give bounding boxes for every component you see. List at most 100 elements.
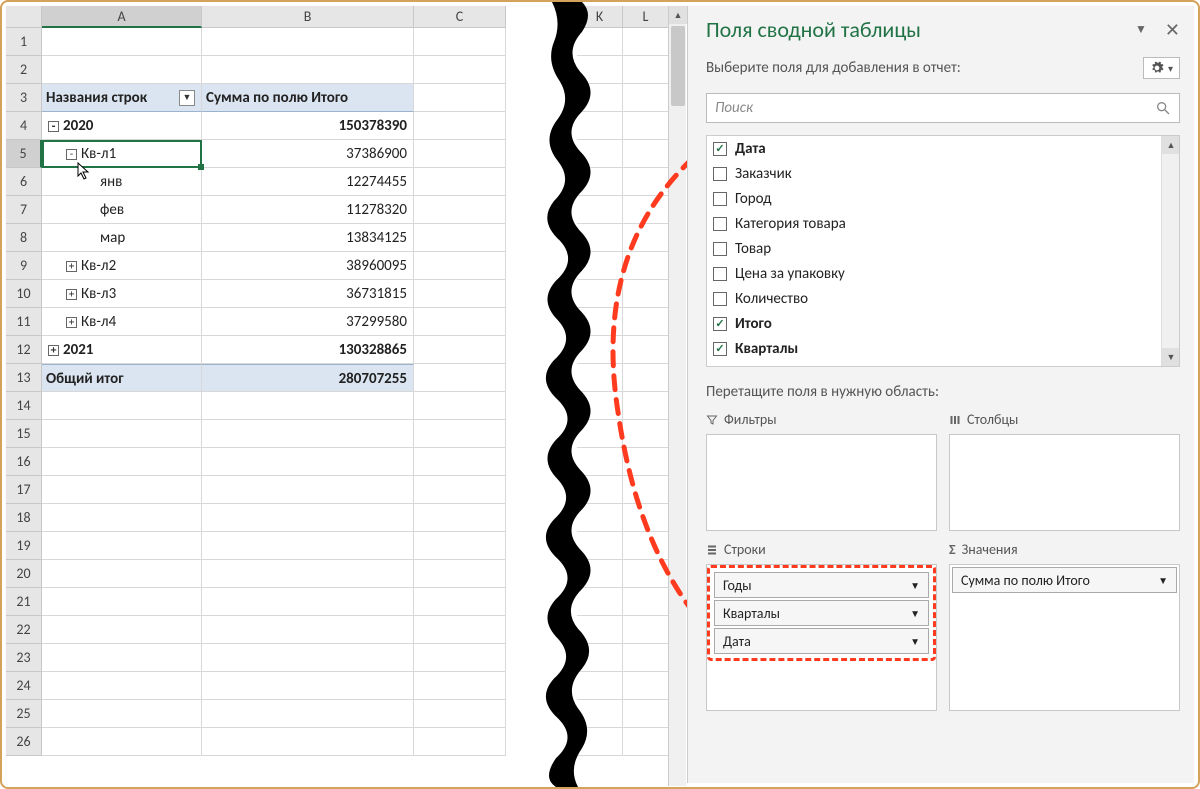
cell[interactable] (202, 392, 414, 420)
cell[interactable] (623, 112, 669, 140)
cell[interactable] (414, 224, 506, 252)
select-all-corner[interactable] (6, 6, 42, 28)
cell[interactable] (577, 560, 623, 588)
cell[interactable]: 280707255 (202, 364, 414, 392)
row-header[interactable]: 4 (6, 112, 42, 140)
row-header[interactable]: 16 (6, 448, 42, 476)
row-header[interactable]: 23 (6, 644, 42, 672)
cell[interactable] (202, 672, 414, 700)
layout-options-button[interactable]: ▾ (1143, 57, 1180, 79)
cell[interactable] (623, 672, 669, 700)
row-header[interactable]: 14 (6, 392, 42, 420)
cell[interactable] (202, 644, 414, 672)
cell[interactable]: 37386900 (202, 140, 414, 168)
cell[interactable] (414, 252, 506, 280)
cell[interactable] (202, 616, 414, 644)
cell[interactable] (42, 392, 202, 420)
cell[interactable] (202, 504, 414, 532)
zone-pill[interactable]: Кварталы▼ (714, 600, 929, 626)
cell[interactable] (414, 672, 506, 700)
cell[interactable]: 130328865 (202, 336, 414, 364)
cell[interactable] (623, 644, 669, 672)
zone-columns[interactable]: Столбцы (949, 411, 1180, 531)
row-header[interactable]: 21 (6, 588, 42, 616)
cell[interactable] (414, 308, 506, 336)
cell[interactable] (577, 392, 623, 420)
field-list-item[interactable]: Категория товара (707, 211, 1179, 236)
cell[interactable] (202, 532, 414, 560)
cell[interactable] (577, 672, 623, 700)
cell[interactable] (414, 616, 506, 644)
row-header[interactable]: 1 (6, 28, 42, 56)
expand-icon[interactable]: + (66, 317, 77, 328)
cell[interactable] (202, 560, 414, 588)
cell[interactable] (577, 224, 623, 252)
cell[interactable] (42, 588, 202, 616)
cell[interactable] (414, 196, 506, 224)
cell[interactable]: +Кв-л2 (42, 252, 202, 280)
cell[interactable] (202, 448, 414, 476)
field-checkbox[interactable]: ✓ (713, 317, 727, 331)
cell[interactable] (414, 560, 506, 588)
row-header[interactable]: 9 (6, 252, 42, 280)
cell[interactable] (414, 476, 506, 504)
cell[interactable] (623, 364, 669, 392)
row-header[interactable]: 12 (6, 336, 42, 364)
cell[interactable] (577, 700, 623, 728)
cell[interactable] (42, 616, 202, 644)
cell[interactable] (414, 504, 506, 532)
cell[interactable] (414, 532, 506, 560)
worksheet-grid[interactable]: A B C 123Названия строк▼Сумма по полю Ит… (6, 6, 566, 787)
row-header[interactable]: 2 (6, 56, 42, 84)
cell[interactable] (577, 728, 623, 756)
cell[interactable]: фев (42, 196, 202, 224)
cell[interactable] (623, 560, 669, 588)
cell[interactable] (202, 476, 414, 504)
cell[interactable] (414, 168, 506, 196)
cell[interactable]: Общий итог (42, 364, 202, 392)
field-checkbox[interactable] (713, 292, 727, 306)
cell[interactable] (42, 532, 202, 560)
chevron-down-icon[interactable]: ▼ (910, 607, 920, 620)
field-list-item[interactable]: Город (707, 186, 1179, 211)
cell[interactable] (42, 476, 202, 504)
scroll-down-icon[interactable]: ▼ (1162, 348, 1180, 366)
cell[interactable] (577, 476, 623, 504)
cell[interactable] (414, 448, 506, 476)
cell[interactable] (577, 196, 623, 224)
cell[interactable] (577, 280, 623, 308)
cell[interactable] (42, 644, 202, 672)
row-header[interactable]: 13 (6, 364, 42, 392)
pane-options-icon[interactable]: ▼ (1135, 22, 1147, 37)
row-header[interactable]: 18 (6, 504, 42, 532)
cell[interactable] (42, 420, 202, 448)
cell[interactable] (414, 28, 506, 56)
cell[interactable]: 38960095 (202, 252, 414, 280)
collapse-icon[interactable]: - (66, 149, 77, 160)
cell[interactable]: 11278320 (202, 196, 414, 224)
expand-icon[interactable]: + (66, 289, 77, 300)
row-header[interactable]: 5 (6, 140, 42, 168)
row-header[interactable]: 3 (6, 84, 42, 112)
cell[interactable] (577, 56, 623, 84)
cell[interactable] (202, 420, 414, 448)
cell[interactable] (577, 112, 623, 140)
row-header[interactable]: 6 (6, 168, 42, 196)
cell[interactable]: 150378390 (202, 112, 414, 140)
cell[interactable]: +Кв-л3 (42, 280, 202, 308)
cell[interactable] (42, 448, 202, 476)
cell[interactable]: янв (42, 168, 202, 196)
cell[interactable] (414, 728, 506, 756)
row-header[interactable]: 19 (6, 532, 42, 560)
cell[interactable] (42, 28, 202, 56)
row-header[interactable]: 17 (6, 476, 42, 504)
field-checkbox[interactable] (713, 217, 727, 231)
cell[interactable]: 13834125 (202, 224, 414, 252)
cell[interactable] (577, 84, 623, 112)
cell[interactable] (623, 56, 669, 84)
row-header[interactable]: 15 (6, 420, 42, 448)
cell[interactable] (202, 56, 414, 84)
col-header-K[interactable]: K (577, 6, 623, 28)
field-list-item[interactable]: Товар (707, 236, 1179, 261)
zone-rows[interactable]: Строки Годы▼Кварталы▼Дата▼ (706, 541, 937, 711)
